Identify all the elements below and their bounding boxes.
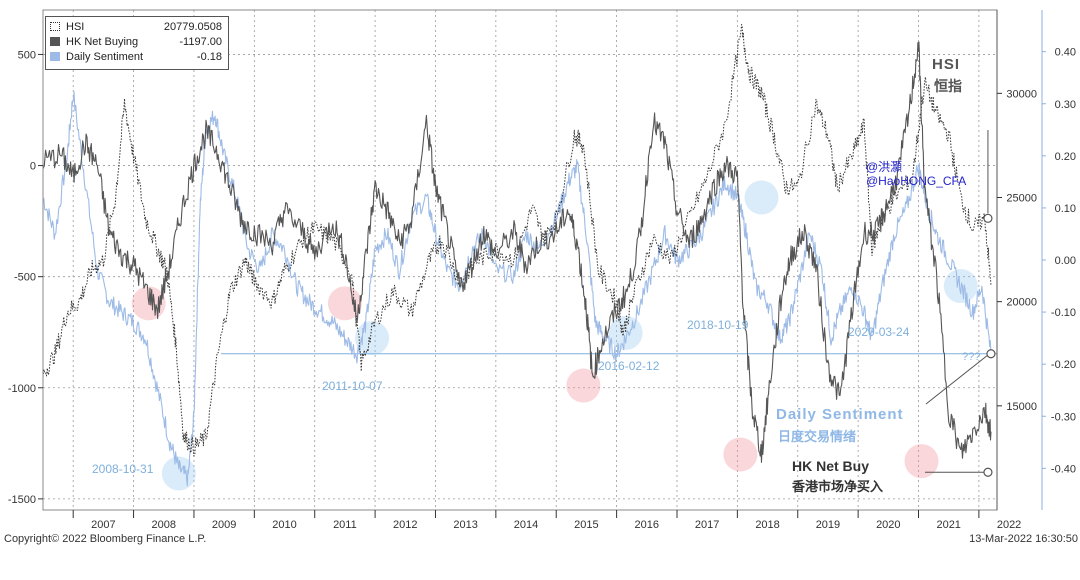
hsi-label-cn: 恒指 <box>934 78 962 94</box>
end-marker-left <box>983 467 993 477</box>
question-mark-annotation: ??? <box>962 351 981 363</box>
left-tick-label: -1500 <box>8 494 36 506</box>
date-annotation: 2016-02-12 <box>598 359 660 373</box>
sentiment-tick-label: 0.20 <box>1055 151 1076 163</box>
netbuy-label-cn: 香港市场净买入 <box>792 479 884 494</box>
x-tick-label: 2020 <box>876 519 900 531</box>
date-annotation: 2018-10-19 <box>687 318 749 332</box>
legend-value: -0.18 <box>196 51 222 63</box>
sentiment-tick-label: 0.40 <box>1055 47 1076 59</box>
date-annotation: 2011-10-07 <box>322 379 383 393</box>
x-tick-label: 2015 <box>574 519 598 531</box>
highlight-circle-blue <box>608 315 643 350</box>
sentiment-tick-label: 0.00 <box>1055 255 1076 267</box>
hsi-tick-label: 15000 <box>1006 401 1037 413</box>
sentiment-tick-label: -0.20 <box>1051 359 1076 371</box>
x-tick-label: 2013 <box>453 519 477 531</box>
sentiment-label: Daily Sentiment <box>776 406 904 423</box>
hsi-tick-label: 30000 <box>1006 88 1037 100</box>
legend-name: HK Net Buying <box>66 36 139 48</box>
highlight-circle-blue <box>161 456 196 491</box>
left-tick-label: -500 <box>14 272 36 284</box>
x-tick-label: 2009 <box>212 519 236 531</box>
x-tick-label: 2017 <box>695 519 719 531</box>
timestamp: 13-Mar-2022 16:30:50 <box>969 533 1078 545</box>
legend-item-daily-sentiment: Daily Sentiment -0.18 <box>50 50 222 64</box>
x-tick-label: 2022 <box>997 519 1021 531</box>
highlight-circle-red <box>904 444 939 479</box>
x-tick-label: 2012 <box>393 519 417 531</box>
sentiment-tick-label: 0.10 <box>1055 203 1076 215</box>
legend-item-hsi: HSI 20779.0508 <box>50 20 222 34</box>
watermark-en: @HaoHONG_CFA <box>866 174 967 188</box>
series-line-hk-net-buying <box>42 41 992 463</box>
legend-value: 20779.0508 <box>163 21 222 33</box>
legend-name: HSI <box>66 21 85 33</box>
legend-swatch-sentiment <box>50 52 60 61</box>
x-tick-label: 2011 <box>333 519 357 531</box>
watermark-cn: @洪灝 <box>866 160 903 174</box>
sentiment-tick-label: -0.30 <box>1051 411 1076 423</box>
left-tick-label: 500 <box>18 49 36 61</box>
left-tick-label: 0 <box>30 161 36 173</box>
sentiment-tick-label: 0.30 <box>1055 99 1076 111</box>
legend-name: Daily Sentiment <box>66 51 144 63</box>
hsi-tick-label: 25000 <box>1006 193 1037 205</box>
x-tick-label: 2014 <box>514 519 538 531</box>
netbuy-label: HK Net Buy <box>792 458 870 474</box>
sentiment-tick-label: -0.10 <box>1051 307 1076 319</box>
hsi-tick-label: 20000 <box>1006 297 1037 309</box>
end-marker-hsi <box>983 213 993 223</box>
highlight-circle-red <box>723 437 758 472</box>
x-tick-label: 2019 <box>816 519 840 531</box>
date-annotation: 2020-03-24 <box>848 325 910 339</box>
legend-swatch-net-buying <box>50 37 60 46</box>
legend-swatch-hsi <box>50 22 60 31</box>
sentiment-tick-label: -0.40 <box>1051 463 1076 475</box>
highlight-circle-blue <box>744 180 779 215</box>
end-marker-sentiment <box>986 349 996 359</box>
highlight-circle-red <box>327 286 362 321</box>
series-line-daily-sentiment <box>42 91 992 487</box>
legend-value: -1197.00 <box>179 36 222 48</box>
x-tick-label: 2008 <box>152 519 176 531</box>
x-tick-label: 2016 <box>635 519 659 531</box>
highlight-circle-blue <box>943 269 978 304</box>
highlight-circle-red <box>566 368 601 403</box>
x-tick-label: 2018 <box>755 519 779 531</box>
hsi-label: HSI <box>932 56 961 73</box>
x-tick-label: 2021 <box>936 519 960 531</box>
legend-item-hk-net-buying: HK Net Buying -1197.00 <box>50 35 222 49</box>
date-annotation: 2008-10-31 <box>92 462 154 476</box>
sentiment-label-cn: 日度交易情绪 <box>778 429 857 444</box>
series-line-hsi <box>42 24 992 457</box>
copyright: Copyright© 2022 Bloomberg Finance L.P. <box>4 533 207 545</box>
x-tick-label: 2010 <box>272 519 296 531</box>
left-tick-label: -1000 <box>8 383 36 395</box>
legend: HSI 20779.0508 HK Net Buying -1197.00 Da… <box>45 16 229 70</box>
x-tick-label: 2007 <box>91 519 115 531</box>
sentiment-pointer-line <box>925 355 988 405</box>
